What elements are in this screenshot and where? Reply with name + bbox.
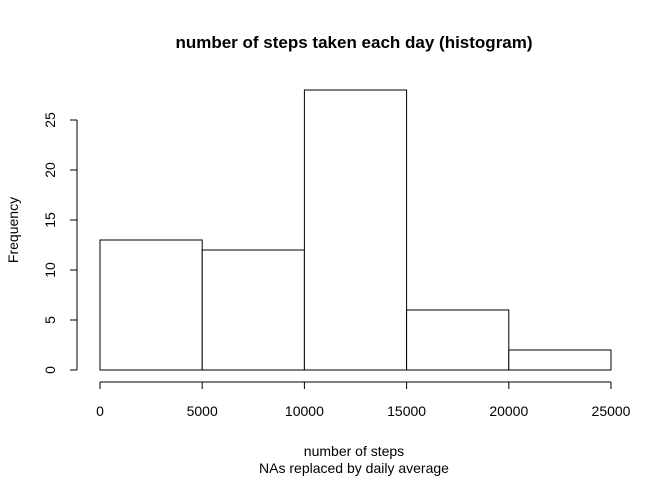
x-axis-label: number of steps [304,443,404,459]
y-tick-label: 10 [42,262,58,278]
bars-group [99,89,612,371]
x-axis: 0 5000 10000 15000 20000 25000 [96,381,631,419]
x-tick-label: 25000 [592,403,631,419]
x-axis-subtitle: NAs replaced by daily average [259,460,449,476]
x-tick-label: 10000 [285,403,324,419]
x-tick-label: 0 [96,403,104,419]
y-tick-label: 5 [42,316,58,324]
histogram-bar-0 [99,239,203,371]
y-tick-label: 20 [42,162,58,178]
histogram-bar-1 [201,249,305,371]
histogram-bar-4 [508,349,612,371]
histogram-bar-2 [303,89,408,371]
x-tick-label: 15000 [387,403,426,419]
x-tick-label: 5000 [187,403,218,419]
y-tick-label: 0 [42,366,58,374]
y-tick-label: 25 [42,112,58,128]
y-axis-label: Frequency [5,197,21,263]
y-axis: 0 5 10 15 20 25 [42,112,78,374]
y-tick-label: 15 [42,212,58,228]
x-tick-label: 20000 [489,403,528,419]
histogram-bar-3 [406,309,510,371]
chart-title: number of steps taken each day (histogra… [175,33,532,52]
